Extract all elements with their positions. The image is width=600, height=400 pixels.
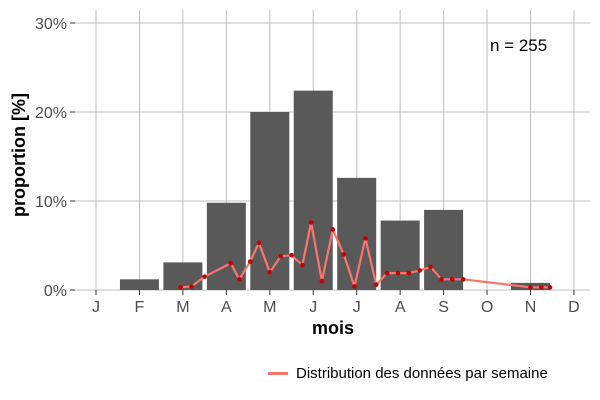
weekly-point: [237, 277, 242, 282]
x-tick-label: N: [525, 299, 537, 316]
bar-m-4: [250, 112, 290, 290]
weekly-point: [539, 285, 544, 290]
x-tick-label: M: [263, 299, 276, 316]
weekly-point: [247, 259, 253, 264]
x-tick-label: D: [568, 299, 580, 316]
weekly-point: [308, 220, 314, 225]
weekly-point: [256, 240, 262, 246]
y-tick-label: 30%: [35, 16, 67, 33]
y-tick-label: 20%: [35, 105, 67, 122]
y-axis: 0% 10% 20% 30%: [35, 16, 75, 300]
bar-a-3: [206, 202, 246, 290]
weekly-point: [300, 262, 305, 268]
weekly-line: [178, 220, 553, 290]
bar-f-1: [119, 279, 159, 290]
sample-size-annotation: n = 255: [490, 36, 547, 55]
weekly-point: [352, 284, 357, 289]
bar-a-7: [380, 220, 420, 290]
weekly-point: [439, 277, 444, 282]
x-tick-label: J: [309, 299, 317, 316]
weekly-point: [395, 270, 401, 276]
weekly-point: [384, 270, 390, 276]
weekly-point: [178, 285, 184, 290]
x-axis-title: mois: [312, 318, 354, 338]
weekly-point: [460, 277, 466, 282]
weekly-point: [373, 282, 379, 287]
weekly-point: [547, 285, 553, 290]
weekly-point: [202, 274, 207, 279]
weekly-point: [449, 277, 455, 282]
weekly-point: [341, 252, 346, 257]
weekly-point: [267, 269, 273, 275]
legend-line-key: [268, 371, 288, 375]
weekly-point: [417, 268, 423, 273]
x-tick-label: O: [481, 299, 493, 316]
x-tick-label: A: [221, 299, 232, 316]
weekly-point: [278, 253, 283, 259]
weekly-point: [406, 270, 412, 276]
weekly-point: [528, 285, 533, 290]
weekly-point: [319, 278, 325, 284]
x-tick-label: J: [353, 299, 361, 316]
weekly-point: [189, 284, 194, 289]
weekly-point: [428, 264, 433, 270]
y-tick-label: 0%: [44, 283, 67, 300]
x-tick-label: M: [176, 299, 189, 316]
y-tick-label: 10%: [35, 194, 67, 211]
x-tick-label: S: [438, 299, 449, 316]
x-tick-label: A: [395, 299, 406, 316]
bar-m-2: [163, 262, 203, 290]
y-axis-title: proportion [%]: [9, 93, 29, 217]
legend-label: Distribution des données par semaine: [296, 364, 548, 382]
weekly-point: [228, 261, 233, 266]
x-tick-label: J: [92, 299, 100, 316]
legend: Distribution des données par semaine: [268, 362, 548, 384]
bar-j-6: [337, 177, 377, 290]
weekly-point: [289, 252, 294, 258]
bar-s-8: [424, 209, 464, 290]
weekly-point: [330, 227, 336, 232]
bars: [119, 90, 550, 290]
x-tick-label: F: [135, 299, 145, 316]
weekly-point: [363, 236, 368, 241]
